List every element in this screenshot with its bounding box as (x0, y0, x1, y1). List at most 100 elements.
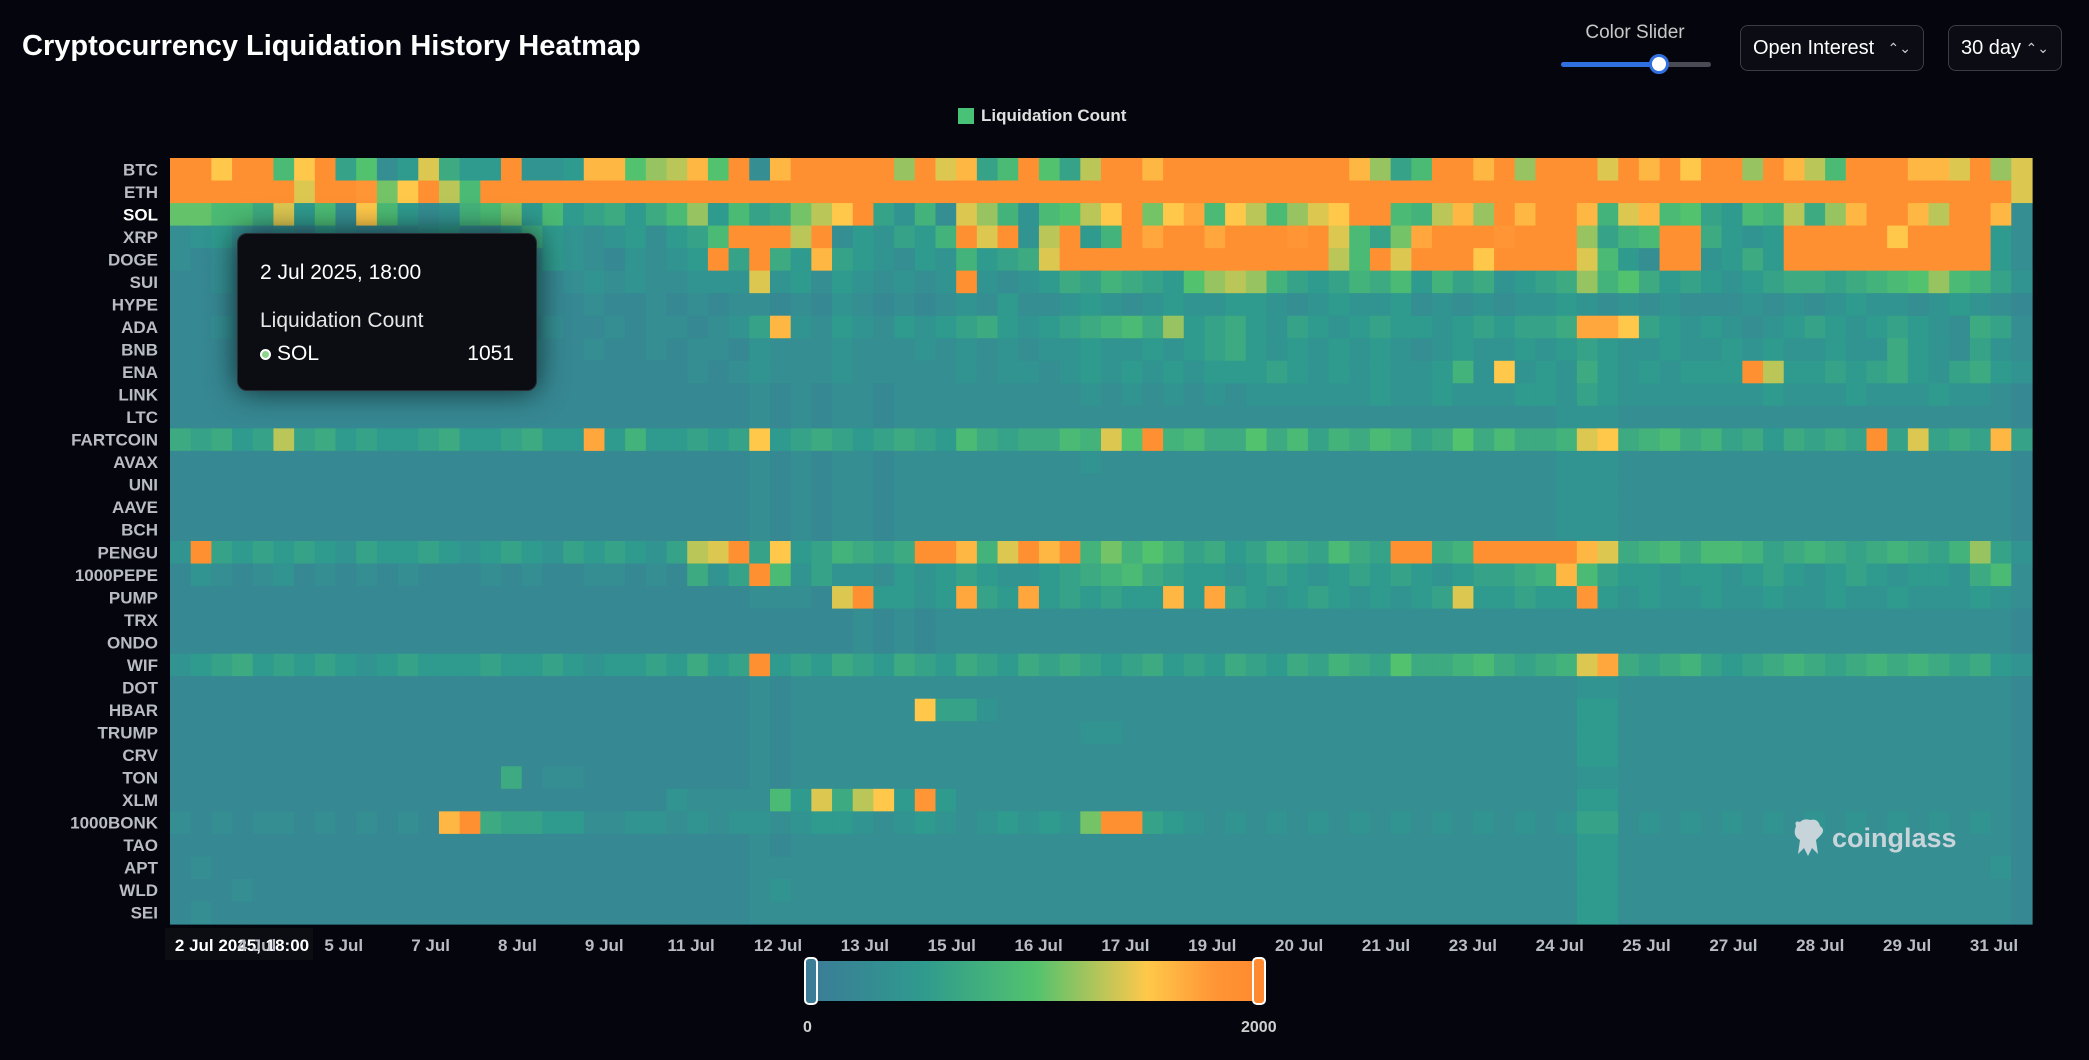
heatmap-cell[interactable] (1804, 293, 1826, 317)
heatmap-cell[interactable] (811, 405, 833, 429)
heatmap-cell[interactable] (1245, 721, 1268, 745)
heatmap-cell[interactable] (232, 653, 254, 677)
heatmap-cell[interactable] (1949, 878, 1971, 903)
heatmap-cell[interactable] (1763, 158, 1785, 182)
heatmap-cell[interactable] (273, 473, 295, 497)
heatmap-cell[interactable] (1307, 788, 1330, 812)
heatmap-cell[interactable] (170, 833, 192, 858)
heatmap-cell[interactable] (1038, 788, 1061, 812)
heatmap-cell[interactable] (397, 833, 419, 858)
heatmap-cell[interactable] (645, 631, 668, 655)
heatmap-cell[interactable] (832, 833, 854, 858)
heatmap-cell[interactable] (1266, 878, 1288, 903)
heatmap-cell[interactable] (397, 180, 419, 204)
heatmap-cell[interactable] (376, 450, 399, 475)
heatmap-cell[interactable] (314, 811, 337, 835)
heatmap-cell[interactable] (1163, 293, 1185, 317)
heatmap-cell[interactable] (1763, 878, 1785, 903)
heatmap-cell[interactable] (1887, 180, 1909, 204)
heatmap-cell[interactable] (769, 360, 792, 384)
heatmap-cell[interactable] (1452, 360, 1474, 384)
heatmap-cell[interactable] (583, 518, 606, 542)
heatmap-cell[interactable] (666, 248, 688, 272)
heatmap-cell[interactable] (1328, 743, 1350, 767)
heatmap-cell[interactable] (1969, 158, 1992, 182)
heatmap-cell[interactable] (563, 676, 585, 700)
heatmap-cell[interactable] (1928, 878, 1950, 903)
heatmap-cell[interactable] (1494, 676, 1516, 700)
heatmap-cell[interactable] (1804, 270, 1826, 294)
heatmap-cell[interactable] (190, 203, 212, 227)
heatmap-cell[interactable] (294, 856, 316, 880)
heatmap-cell[interactable] (1266, 676, 1288, 700)
heatmap-cell[interactable] (1742, 608, 1764, 632)
heatmap-cell[interactable] (1763, 405, 1785, 429)
heatmap-cell[interactable] (1328, 270, 1350, 294)
heatmap-cell[interactable] (1928, 856, 1950, 880)
heatmap-cell[interactable] (894, 203, 916, 227)
heatmap-cell[interactable] (1349, 653, 1371, 677)
heatmap-cell[interactable] (749, 180, 771, 204)
heatmap-cell[interactable] (190, 428, 212, 452)
heatmap-cell[interactable] (1969, 405, 1992, 429)
heatmap-cell[interactable] (687, 158, 709, 182)
heatmap-cell[interactable] (1990, 743, 2012, 767)
heatmap-cell[interactable] (1576, 788, 1599, 812)
heatmap-cell[interactable] (1618, 766, 1640, 790)
heatmap-cell[interactable] (1825, 315, 1847, 339)
heatmap-cell[interactable] (935, 248, 957, 272)
heatmap-cell[interactable] (811, 833, 833, 858)
heatmap-cell[interactable] (1038, 856, 1061, 880)
heatmap-cell[interactable] (1369, 428, 1392, 452)
heatmap-cell[interactable] (1163, 383, 1185, 407)
heatmap-cell[interactable] (707, 653, 730, 677)
heatmap-cell[interactable] (976, 676, 999, 700)
heatmap-cell[interactable] (1866, 811, 1888, 835)
heatmap-cell[interactable] (666, 315, 688, 339)
heatmap-cell[interactable] (1742, 811, 1764, 835)
heatmap-cell[interactable] (314, 428, 337, 452)
heatmap-cell[interactable] (1080, 495, 1102, 520)
heatmap-cell[interactable] (211, 518, 233, 542)
heatmap-cell[interactable] (894, 563, 916, 587)
heatmap-cell[interactable] (563, 248, 585, 272)
heatmap-cell[interactable] (997, 405, 1019, 429)
heatmap-cell[interactable] (625, 698, 647, 722)
heatmap-cell[interactable] (1700, 248, 1723, 272)
heatmap-cell[interactable] (521, 788, 543, 812)
heatmap-cell[interactable] (645, 450, 668, 475)
heatmap-cell[interactable] (832, 428, 854, 452)
heatmap-cell[interactable] (1369, 518, 1392, 542)
heatmap-cell[interactable] (211, 653, 233, 677)
heatmap-cell[interactable] (1432, 315, 1454, 339)
heatmap-cell[interactable] (1514, 450, 1537, 475)
heatmap-cell[interactable] (1411, 788, 1433, 812)
heatmap-cell[interactable] (1949, 586, 1971, 610)
heatmap-cell[interactable] (1204, 788, 1226, 812)
heatmap-cell[interactable] (1618, 248, 1640, 272)
heatmap-cell[interactable] (418, 495, 440, 520)
heatmap-cell[interactable] (1204, 631, 1226, 655)
heatmap-cell[interactable] (997, 248, 1019, 272)
heatmap-cell[interactable] (314, 608, 337, 632)
heatmap-cell[interactable] (1101, 180, 1123, 204)
heatmap-cell[interactable] (1369, 338, 1392, 362)
heatmap-cell[interactable] (1369, 450, 1392, 475)
heatmap-cell[interactable] (1411, 608, 1433, 632)
heatmap-cell[interactable] (273, 180, 295, 204)
heatmap-cell[interactable] (1142, 743, 1164, 767)
heatmap-cell[interactable] (728, 586, 750, 610)
heatmap-cell[interactable] (728, 383, 750, 407)
heatmap-cell[interactable] (294, 563, 316, 587)
heatmap-cell[interactable] (728, 698, 750, 722)
heatmap-cell[interactable] (625, 856, 647, 880)
heatmap-cell[interactable] (1969, 383, 1992, 407)
heatmap-cell[interactable] (1783, 743, 1806, 767)
heatmap-cell[interactable] (976, 248, 999, 272)
heatmap-cell[interactable] (1369, 631, 1392, 655)
heatmap-cell[interactable] (707, 518, 730, 542)
heatmap-cell[interactable] (1949, 180, 1971, 204)
heatmap-cell[interactable] (1576, 856, 1599, 880)
heatmap-cell[interactable] (1597, 338, 1619, 362)
heatmap-cell[interactable] (480, 811, 502, 835)
